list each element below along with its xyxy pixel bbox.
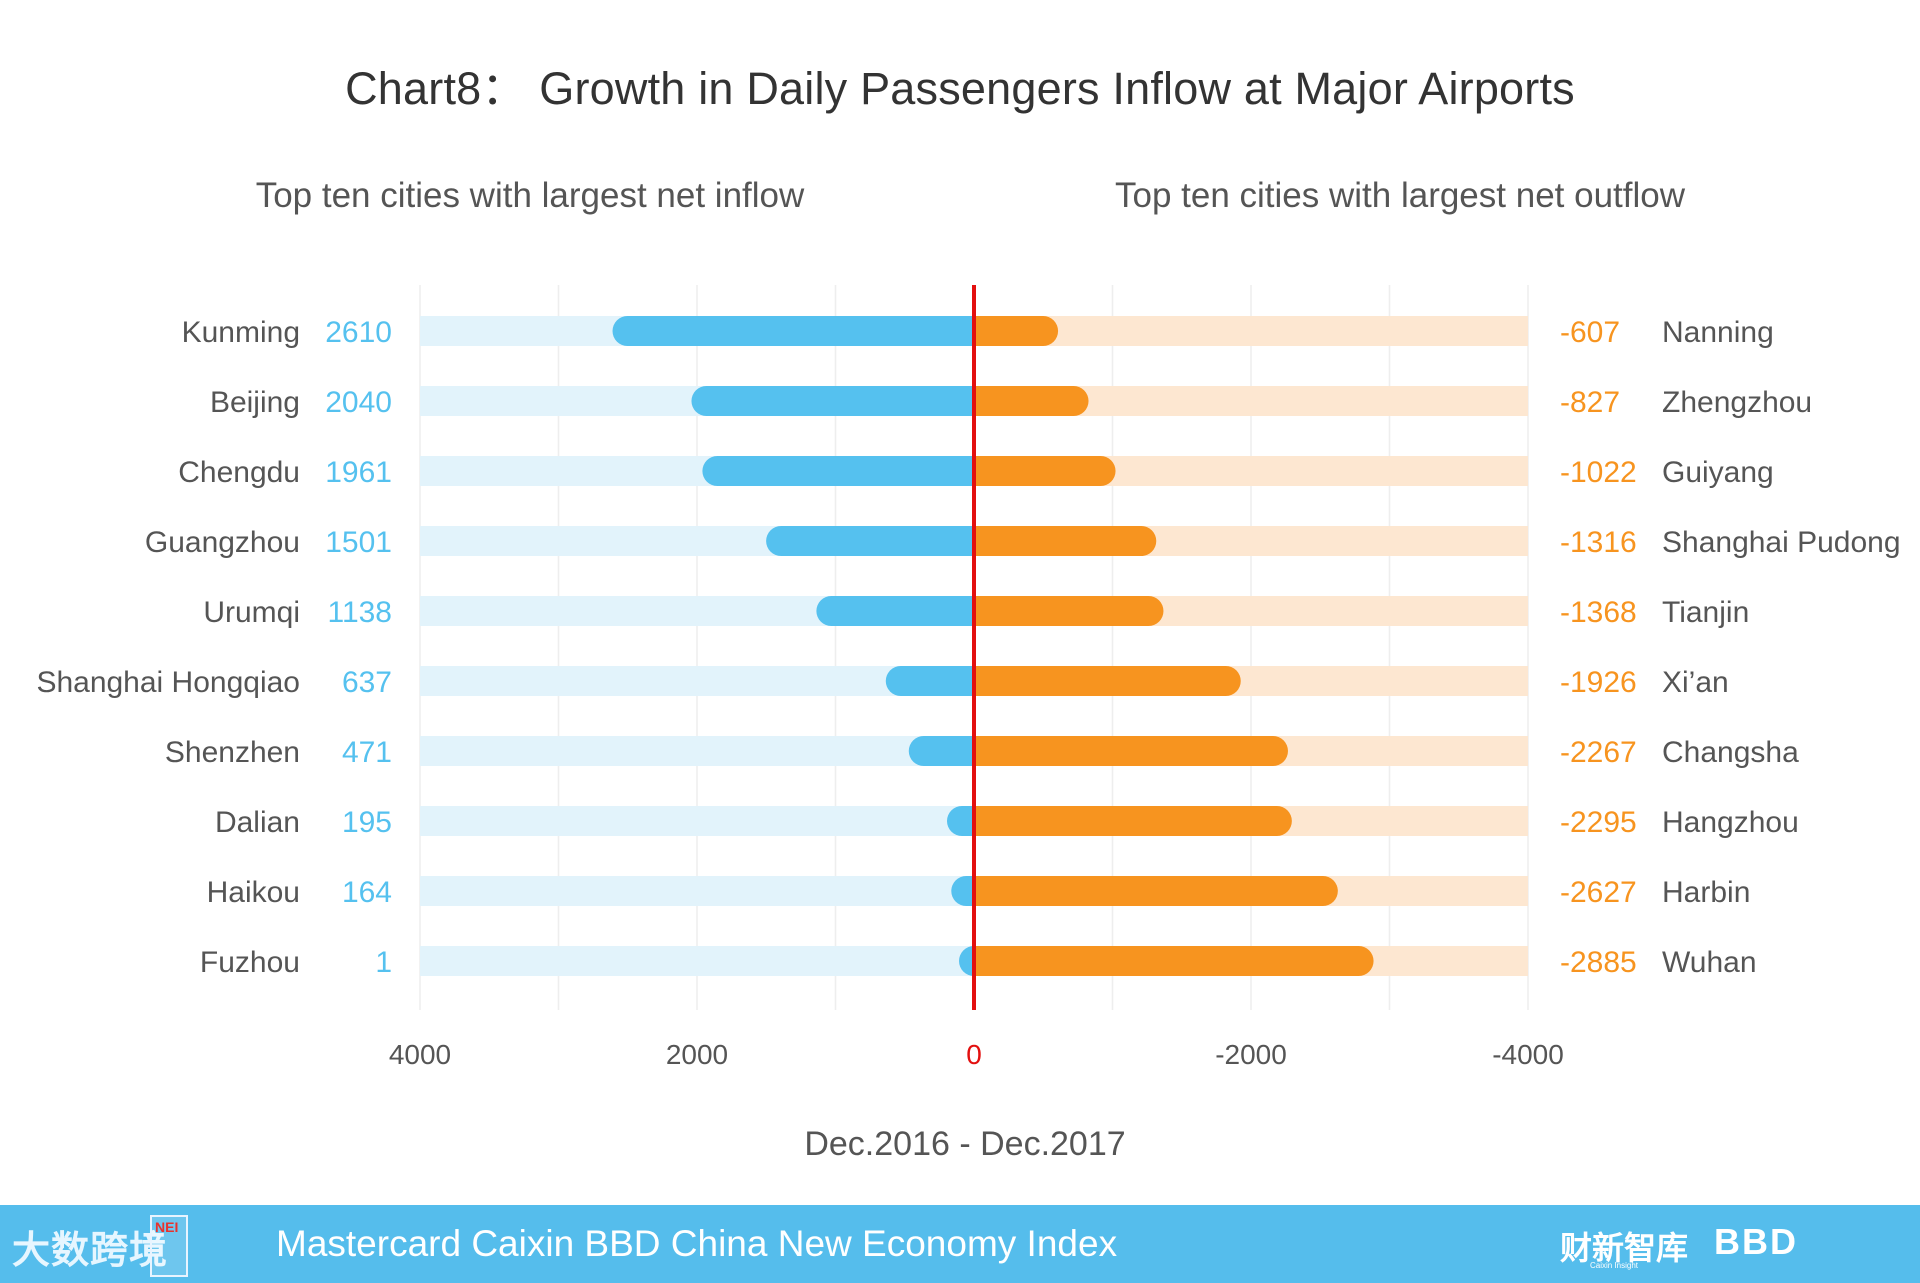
- inflow-bar: [908, 736, 974, 766]
- inflow-city-label: Fuzhou: [200, 946, 300, 979]
- outflow-value-label: -1368: [1560, 596, 1637, 629]
- outflow-city-label: Zhengzhou: [1662, 386, 1812, 419]
- nei-badge-text: NEI: [155, 1219, 179, 1235]
- caixin-insight-subtext: Caixin Insight: [1590, 1261, 1639, 1270]
- index-name: Mastercard Caixin BBD China New Economy …: [276, 1223, 1118, 1264]
- inflow-track: [420, 806, 974, 836]
- chart-title: Chart8： Growth in Daily Passengers Inflo…: [345, 63, 1575, 114]
- inflow-track: [420, 946, 974, 976]
- inflow-bar: [691, 386, 974, 416]
- outflow-bar: [974, 666, 1241, 696]
- outflow-bar: [974, 386, 1089, 416]
- inflow-value-label: 1: [375, 946, 392, 979]
- inflow-bar: [951, 876, 974, 906]
- inflow-city-label: Guangzhou: [145, 526, 300, 559]
- inflow-bar: [816, 596, 974, 626]
- x-tick-label: 4000: [389, 1039, 451, 1070]
- x-tick-label: -4000: [1492, 1039, 1564, 1070]
- inflow-bar: [766, 526, 974, 556]
- x-axis-label: Dec.2016 - Dec.2017: [804, 1125, 1125, 1163]
- inflow-city-label: Beijing: [210, 386, 300, 419]
- inflow-value-label: 1138: [327, 596, 392, 629]
- outflow-city-label: Tianjin: [1662, 596, 1749, 629]
- inflow-bar: [959, 946, 974, 976]
- inflow-value-label: 1501: [325, 526, 392, 559]
- outflow-value-label: -1316: [1560, 526, 1637, 559]
- inflow-value-label: 2610: [325, 316, 392, 349]
- outflow-value-label: -827: [1560, 386, 1620, 419]
- x-tick-label: 2000: [666, 1039, 728, 1070]
- outflow-city-label: Xi’an: [1662, 666, 1729, 699]
- x-tick-label: 0: [966, 1039, 982, 1070]
- inflow-bar: [946, 806, 974, 836]
- outflow-bar: [974, 806, 1292, 836]
- inflow-value-label: 1961: [325, 456, 392, 489]
- outflow-value-label: -1022: [1560, 456, 1637, 489]
- outflow-value-label: -1926: [1560, 666, 1637, 699]
- inflow-city-label: Dalian: [215, 806, 300, 839]
- caixin-insight-logo: 财新智库: [1560, 1230, 1689, 1266]
- inflow-city-label: Shanghai Hongqiao: [36, 666, 300, 699]
- outflow-track: [974, 316, 1528, 346]
- outflow-bar: [974, 526, 1157, 556]
- outflow-bar: [974, 736, 1288, 766]
- inflow-value-label: 195: [342, 806, 392, 839]
- inflow-bar: [702, 456, 974, 486]
- inflow-city-label: Haikou: [207, 876, 300, 909]
- outflow-value-label: -2627: [1560, 876, 1637, 909]
- inflow-subtitle: Top ten cities with largest net inflow: [255, 176, 805, 215]
- outflow-value-label: -607: [1560, 316, 1620, 349]
- outflow-subtitle: Top ten cities with largest net outflow: [1114, 176, 1685, 215]
- outflow-city-label: Wuhan: [1662, 946, 1757, 979]
- outflow-bar: [974, 456, 1116, 486]
- bbd-logo: BBD: [1714, 1221, 1798, 1262]
- outflow-bar: [974, 946, 1374, 976]
- inflow-value-label: 637: [342, 666, 392, 699]
- outflow-bar: [974, 316, 1059, 346]
- outflow-city-label: Nanning: [1662, 316, 1774, 349]
- inflow-track: [420, 736, 974, 766]
- x-tick-label: -2000: [1215, 1039, 1287, 1070]
- inflow-value-label: 471: [342, 736, 392, 769]
- outflow-bar: [974, 596, 1164, 626]
- inflow-city-label: Urumqi: [203, 596, 300, 629]
- outflow-city-label: Hangzhou: [1662, 806, 1799, 839]
- inflow-city-label: Chengdu: [178, 456, 300, 489]
- inflow-track: [420, 876, 974, 906]
- outflow-city-label: Guiyang: [1662, 456, 1774, 489]
- inflow-city-label: Shenzhen: [165, 736, 300, 769]
- outflow-city-label: Harbin: [1662, 876, 1750, 909]
- inflow-bar: [612, 316, 974, 346]
- outflow-city-label: Shanghai Pudong: [1662, 526, 1901, 559]
- outflow-bar: [974, 876, 1338, 906]
- inflow-value-label: 164: [342, 876, 392, 909]
- inflow-track: [420, 666, 974, 696]
- big-data-crossborder-logo: 大数跨境: [12, 1230, 169, 1272]
- inflow-bar: [885, 666, 974, 696]
- inflow-city-label: Kunming: [182, 316, 300, 349]
- nei-logo-icon: NEI: [150, 1215, 188, 1277]
- footer-bar: 大数跨境 NEI Mastercard Caixin BBD China New…: [0, 1205, 1920, 1283]
- outflow-value-label: -2267: [1560, 736, 1637, 769]
- outflow-city-label: Changsha: [1662, 736, 1799, 769]
- inflow-value-label: 2040: [325, 386, 392, 419]
- outflow-value-label: -2295: [1560, 806, 1637, 839]
- outflow-value-label: -2885: [1560, 946, 1637, 979]
